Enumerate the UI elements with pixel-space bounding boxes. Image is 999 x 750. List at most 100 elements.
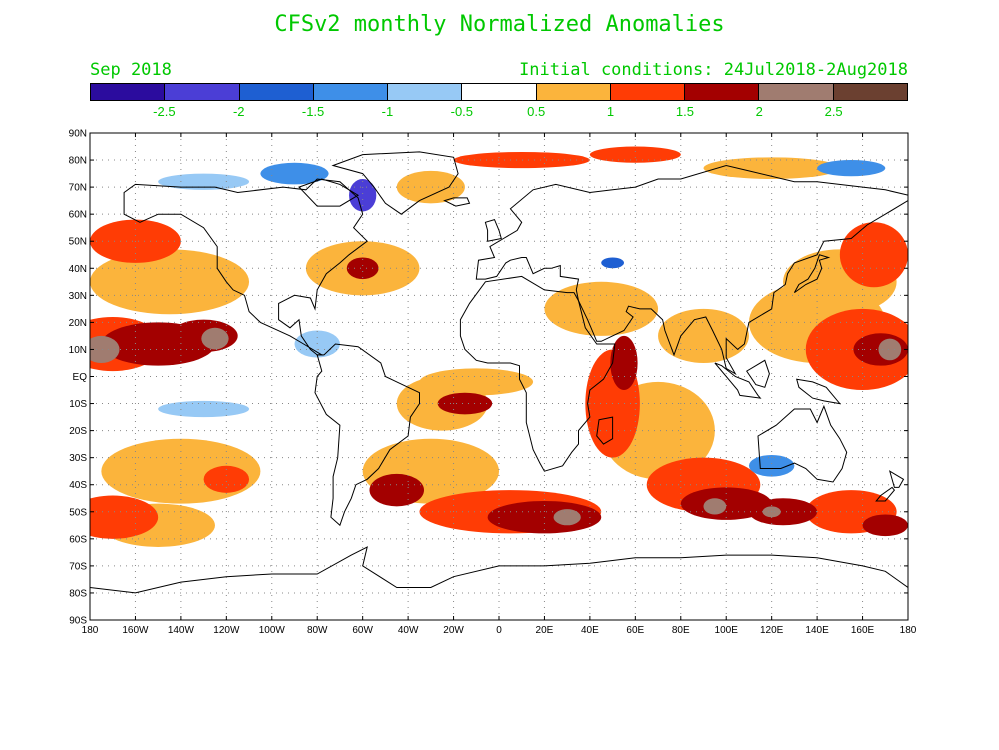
warm-anomaly bbox=[748, 498, 818, 526]
lat-tick-label: 90N bbox=[69, 129, 87, 140]
warm-anomaly bbox=[201, 327, 229, 350]
colorbar-label: -1.5 bbox=[301, 104, 325, 119]
lat-tick-label: 30S bbox=[69, 453, 87, 464]
lat-tick-label: 50S bbox=[69, 507, 87, 518]
colorbar-swatch bbox=[536, 84, 611, 100]
cold-anomaly bbox=[748, 454, 795, 477]
lon-tick-label: 80W bbox=[307, 625, 328, 636]
warm-anomaly bbox=[862, 514, 908, 537]
cold-anomaly bbox=[349, 178, 377, 212]
lat-tick-label: EQ bbox=[73, 372, 88, 383]
colorbar-swatch bbox=[313, 84, 389, 100]
cold-anomaly bbox=[817, 160, 886, 177]
warm-anomaly bbox=[680, 487, 772, 520]
coastline-new-guinea bbox=[796, 378, 842, 405]
warm-anomaly bbox=[589, 146, 681, 163]
forecast-month: Sep 2018 bbox=[90, 60, 172, 80]
colorbar-swatch bbox=[685, 84, 760, 100]
lat-tick-label: 20S bbox=[69, 426, 87, 437]
coastline-iceland bbox=[443, 197, 471, 207]
lat-tick-label: 60N bbox=[69, 210, 87, 221]
lon-tick-label: 140E bbox=[805, 625, 829, 636]
lat-tick-label: 30N bbox=[69, 291, 87, 302]
lat-tick-label: 80S bbox=[69, 588, 87, 599]
coastline-madagascar bbox=[596, 416, 614, 445]
lon-tick-label: 40W bbox=[398, 625, 419, 636]
warm-anomaly bbox=[703, 498, 727, 515]
warm-anomaly bbox=[203, 465, 250, 493]
lon-tick-label: 40E bbox=[581, 625, 599, 636]
warm-anomaly bbox=[453, 151, 590, 169]
warm-anomaly bbox=[90, 249, 250, 315]
lat-tick-label: 70S bbox=[69, 561, 87, 572]
lat-tick-label: 90S bbox=[69, 616, 87, 627]
coastline-indonesia bbox=[714, 362, 762, 399]
warm-anomaly bbox=[346, 257, 379, 280]
coastline-eurasia bbox=[475, 164, 908, 376]
lat-tick-label: 60S bbox=[69, 534, 87, 545]
warm-anomaly bbox=[658, 308, 749, 363]
cold-anomaly bbox=[601, 257, 624, 269]
lat-tick-label: 10N bbox=[69, 345, 87, 356]
lat-tick-label: 50N bbox=[69, 237, 87, 248]
lon-tick-label: 120E bbox=[760, 625, 784, 636]
axis-ticks: 90N 80N 70N 60N 50N 40N 30N 20N 10N EQ 10S 20S 30S 40… bbox=[69, 129, 917, 637]
colorbar-label: 2.5 bbox=[824, 104, 843, 119]
colorbar-label: 1 bbox=[606, 104, 615, 119]
warm-anomaly bbox=[90, 335, 120, 363]
lon-tick-label: 180 bbox=[82, 625, 99, 636]
cold-anomaly bbox=[260, 162, 329, 185]
lon-tick-label: 60E bbox=[626, 625, 644, 636]
colorbar-label: 0.5 bbox=[527, 104, 546, 119]
colorbar-label: -2.5 bbox=[153, 104, 176, 119]
coastline-japan bbox=[793, 254, 831, 294]
coastline-new-zealand-south bbox=[875, 486, 896, 502]
warm-anomaly bbox=[419, 368, 534, 396]
lon-tick-label: 60W bbox=[352, 625, 373, 636]
coastline-south-america bbox=[314, 343, 420, 527]
lon-tick-label: 0 bbox=[496, 625, 502, 636]
colorbar bbox=[90, 83, 908, 101]
warm-anomaly bbox=[878, 338, 902, 361]
coastline-antarctica bbox=[90, 546, 908, 620]
lat-tick-label: 10S bbox=[69, 399, 87, 410]
coastline-north-america bbox=[123, 178, 368, 356]
coastline-uk bbox=[484, 218, 502, 242]
cold-anomaly bbox=[158, 400, 250, 418]
colorbar-swatch bbox=[610, 84, 686, 100]
warm-anomaly bbox=[437, 392, 493, 415]
colorbar-label: -2 bbox=[232, 104, 245, 119]
lon-tick-label: 20W bbox=[443, 625, 464, 636]
warm-anomaly bbox=[553, 509, 581, 526]
colorbar-swatch bbox=[165, 84, 240, 100]
chart-title: CFSv2 monthly Normalized Anomalies bbox=[274, 12, 725, 37]
lon-tick-label: 140W bbox=[168, 625, 195, 636]
lon-tick-label: 20E bbox=[536, 625, 554, 636]
coastline-australia bbox=[757, 404, 848, 483]
lat-tick-label: 70N bbox=[69, 183, 87, 194]
warm-anomaly bbox=[90, 495, 159, 539]
lon-tick-label: 180 bbox=[900, 625, 917, 636]
colorbar-label: -1 bbox=[381, 104, 394, 119]
coastlines bbox=[90, 151, 908, 620]
lat-tick-label: 20N bbox=[69, 318, 87, 329]
coastline-new-zealand bbox=[888, 470, 905, 488]
warm-anomaly bbox=[839, 222, 908, 288]
warm-anomaly bbox=[396, 170, 465, 204]
lon-tick-label: 160E bbox=[851, 625, 875, 636]
colorbar-swatch bbox=[759, 84, 834, 100]
colorbar-swatch bbox=[91, 84, 166, 100]
coastline-africa bbox=[459, 275, 616, 472]
coastline-borneo bbox=[745, 359, 770, 388]
lon-tick-label: 160W bbox=[122, 625, 149, 636]
initial-conditions: Initial conditions: 24Jul2018-2Aug2018 bbox=[519, 60, 908, 80]
coastline-greenland bbox=[331, 151, 459, 215]
lat-tick-label: 40S bbox=[69, 480, 87, 491]
coastline-baffin bbox=[298, 178, 360, 207]
lon-tick-label: 120W bbox=[213, 625, 240, 636]
colorbar-labels: -2.5 -2 -1.5 -1 -0.5 0.5 1 1.5 2 2.5 bbox=[90, 104, 908, 120]
warm-anomaly bbox=[369, 473, 425, 507]
warm-anomaly bbox=[703, 157, 840, 179]
lon-tick-label: 100W bbox=[259, 625, 286, 636]
